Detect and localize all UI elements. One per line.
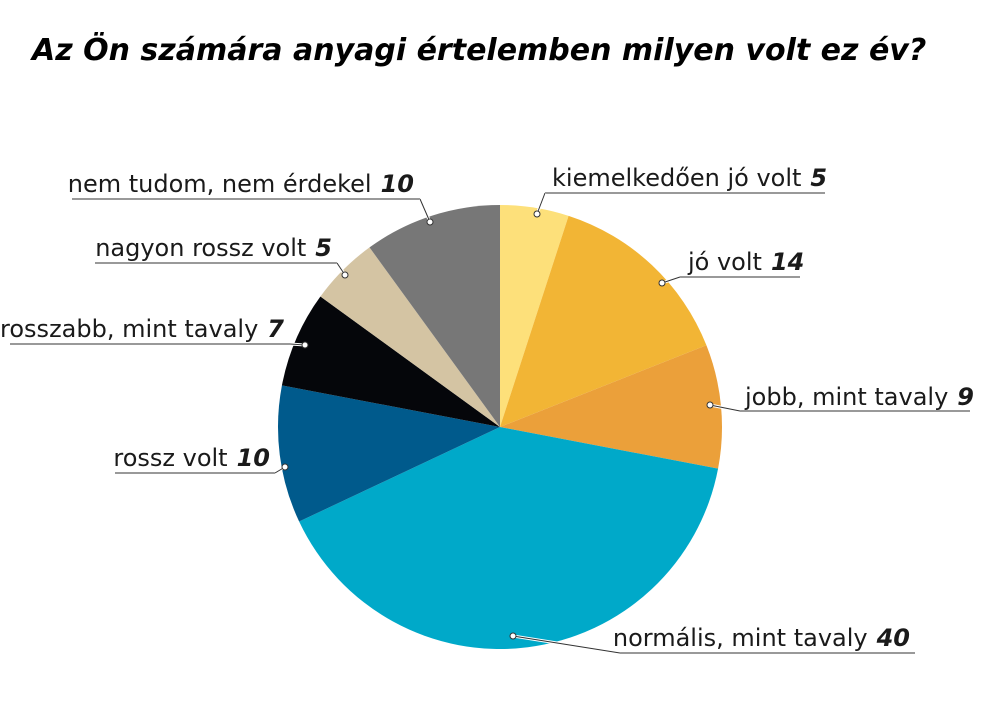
- leader-dot: [658, 279, 666, 287]
- slice-label: nem tudom, nem érdekel 10: [68, 170, 414, 198]
- leader-dot: [533, 210, 541, 218]
- slice-label: rosszabb, mint tavaly 7: [0, 315, 284, 343]
- category-label: normális, mint tavaly: [613, 624, 868, 652]
- value-label: 10: [381, 170, 414, 198]
- leader-line: [512, 635, 621, 654]
- leader-dot: [281, 463, 289, 471]
- leader-dot: [706, 401, 714, 409]
- slice-label: normális, mint tavaly 40: [613, 624, 910, 652]
- category-label: rossz volt: [113, 444, 227, 472]
- pie-slice: [281, 296, 500, 427]
- category-label: nagyon rossz volt: [95, 234, 306, 262]
- leader-dot: [341, 271, 349, 279]
- pie-slice: [500, 215, 707, 427]
- value-label: 14: [771, 248, 804, 276]
- pie-slice: [369, 205, 500, 427]
- slice-label: jobb, mint tavaly 9: [744, 383, 974, 411]
- slice-label: nagyon rossz volt 5: [95, 234, 332, 262]
- value-label: 5: [810, 164, 827, 192]
- leader-dot: [426, 218, 434, 226]
- leader-dot: [509, 632, 517, 640]
- category-label: kiemelkedően jó volt: [552, 164, 801, 192]
- leader-line: [709, 404, 741, 412]
- value-label: 10: [237, 444, 270, 472]
- slice-label: kiemelkedően jó volt 5: [552, 164, 827, 192]
- chart-title: Az Ön számára anyagi értelemben milyen v…: [30, 31, 926, 68]
- slice-label: rossz volt 10: [113, 444, 270, 472]
- category-label: rosszabb, mint tavaly: [0, 315, 258, 343]
- value-label: 9: [957, 383, 974, 411]
- category-label: nem tudom, nem érdekel: [68, 170, 372, 198]
- value-label: 40: [876, 624, 910, 652]
- category-label: jobb, mint tavaly: [744, 383, 948, 411]
- leader-dot: [301, 341, 309, 349]
- value-label: 5: [315, 234, 332, 262]
- pie-slice: [500, 205, 569, 427]
- pie-slice: [277, 385, 500, 522]
- slice-label: jó volt 14: [687, 248, 804, 276]
- pie-slice: [500, 345, 723, 469]
- leader-line: [536, 192, 546, 215]
- pie-slice: [320, 247, 500, 427]
- pie-slice: [299, 427, 719, 650]
- leader-line: [419, 198, 431, 223]
- value-label: 7: [267, 315, 284, 343]
- category-label: jó volt: [687, 248, 762, 276]
